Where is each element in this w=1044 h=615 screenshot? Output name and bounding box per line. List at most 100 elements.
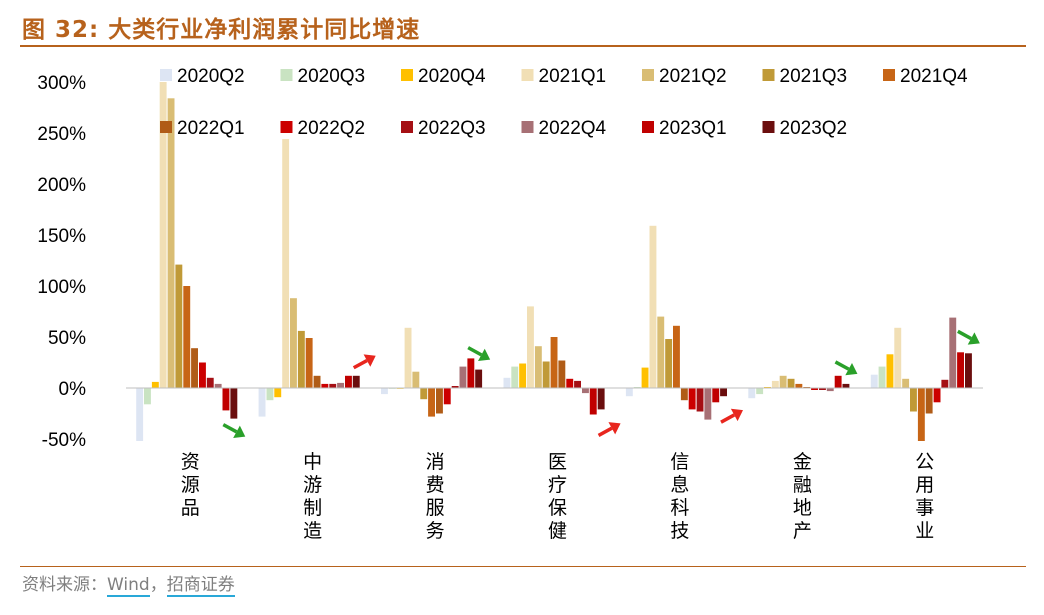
source-rule (20, 566, 1026, 567)
category-label-char: 医 (548, 451, 567, 473)
bar (191, 348, 198, 388)
legend-swatch (642, 69, 654, 81)
category-label-char: 地 (793, 497, 812, 519)
bar (917, 388, 925, 441)
bar (787, 378, 795, 388)
legend-swatch (642, 121, 654, 133)
trend-arrow-head (608, 422, 621, 435)
bar (795, 383, 803, 388)
y-tick-label: 200% (37, 175, 86, 196)
category-label-char: 中 (303, 451, 322, 473)
bar (519, 363, 527, 388)
bar (199, 362, 206, 388)
bar (625, 388, 633, 397)
bar (222, 388, 230, 411)
bar (842, 383, 850, 388)
bar (878, 366, 886, 388)
bar (680, 388, 688, 401)
legend-swatch (401, 69, 413, 81)
category-label-char: 疗 (548, 474, 567, 496)
trend-arrow-head (363, 354, 376, 367)
legend-label: 2021Q1 (539, 66, 607, 87)
legend-label: 2021Q3 (780, 66, 848, 87)
bar (352, 375, 360, 388)
legend-swatch (160, 121, 172, 133)
legend-swatch (280, 121, 293, 133)
bar (290, 298, 297, 388)
legend-label: 2022Q4 (539, 118, 607, 139)
source-note: 资料来源：Wind，招商证券 (22, 570, 235, 597)
legend-label: 2021Q2 (659, 66, 727, 87)
bar (949, 317, 957, 388)
bar (230, 388, 238, 419)
bar (886, 354, 894, 388)
bar (503, 377, 511, 388)
bar (404, 327, 412, 388)
trend-arrow-head (967, 332, 980, 345)
category-label-char: 游 (303, 474, 322, 496)
bar (870, 374, 878, 388)
trend-arrow-shaft (834, 360, 850, 371)
category-label-char: 消 (426, 451, 445, 473)
bar-series (136, 82, 972, 441)
category-label-char: 品 (181, 497, 200, 519)
bar (206, 377, 214, 388)
y-tick-label: -50% (42, 430, 86, 451)
bar (965, 353, 972, 388)
category-label-char: 息 (670, 474, 689, 496)
bar (696, 388, 704, 412)
legend-label: 2020Q4 (418, 66, 486, 87)
bar (436, 388, 443, 414)
bar (266, 388, 274, 401)
bar (902, 378, 910, 388)
bar (274, 388, 282, 398)
bar (428, 388, 435, 417)
category-label-char: 事 (915, 497, 934, 519)
legend: 2020Q2 2020Q3 2020Q4 2021Q1 2021Q2 2021Q3 2021… (160, 66, 968, 139)
legend-label: 2023Q1 (659, 118, 727, 139)
category-label-char: 技 (670, 520, 689, 542)
bar (282, 139, 290, 388)
bar (527, 306, 534, 388)
bar (136, 388, 144, 441)
bar (641, 367, 649, 388)
category-label-char: 造 (303, 520, 322, 542)
trend-arrow-head (233, 425, 246, 438)
bar (756, 388, 764, 395)
category-label-char: 健 (548, 520, 567, 542)
bar (550, 337, 558, 388)
legend-swatch (521, 121, 534, 133)
category-label-char: 服 (426, 497, 445, 519)
y-tick-label: 100% (37, 277, 86, 298)
category-label-char: 产 (793, 520, 812, 542)
legend-label: 2020Q2 (177, 66, 245, 87)
legend-label: 2022Q3 (418, 118, 486, 139)
bar (657, 316, 665, 388)
trend-arrow-head (845, 362, 858, 376)
bar (819, 388, 826, 390)
bar (574, 380, 581, 388)
legend-label: 2022Q2 (298, 118, 366, 139)
legend-label: 2023Q2 (780, 118, 848, 139)
y-axis: 300% 250% 200% 150% 100% 50% 0% -50% (37, 73, 86, 451)
bar (534, 346, 542, 388)
bar (589, 388, 597, 415)
bar (834, 375, 842, 388)
category-label-char: 源 (181, 474, 200, 496)
bar (712, 388, 720, 403)
bar (412, 371, 420, 388)
bar (297, 330, 305, 388)
trend-arrow-shaft (352, 359, 368, 370)
bar (779, 375, 787, 388)
legend-label: 2021Q4 (900, 66, 968, 87)
bar (305, 338, 313, 388)
bar (748, 388, 756, 399)
bar (144, 388, 151, 405)
bar (720, 388, 727, 397)
bar (688, 388, 696, 410)
bar (811, 388, 818, 390)
bar (321, 383, 329, 388)
category-label-char: 公 (915, 451, 934, 473)
bar (933, 388, 941, 403)
